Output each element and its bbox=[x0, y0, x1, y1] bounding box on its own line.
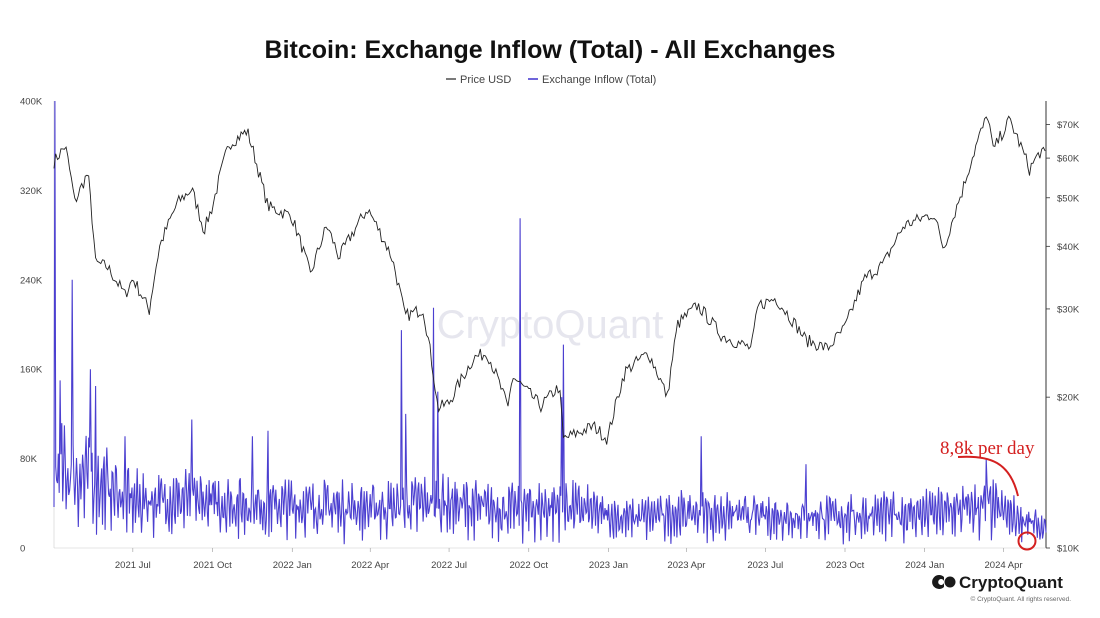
x-tick-label: 2023 Jul bbox=[747, 560, 783, 571]
annotation-circle bbox=[1017, 531, 1037, 551]
y-right-tick-label: $10K bbox=[1057, 544, 1080, 555]
y-right-tick-label: $30K bbox=[1057, 304, 1080, 315]
x-tick-label: 2021 Jul bbox=[115, 560, 151, 571]
annotation: 8,8k per day bbox=[940, 438, 1037, 551]
x-tick-label: 2023 Oct bbox=[826, 560, 865, 571]
y-right-tick-label: $70K bbox=[1057, 120, 1080, 131]
legend: Price USD Exchange Inflow (Total) bbox=[446, 74, 656, 86]
x-tick-label: 2022 Oct bbox=[509, 560, 548, 571]
watermark: CryptoQuant bbox=[437, 303, 664, 347]
series-price-usd-line[interactable] bbox=[53, 115, 1046, 445]
y-left-tick-label: 0 bbox=[20, 544, 25, 555]
x-axis: 2021 Jul 2021 Oct 2022 Jan 2022 Apr 2022 Jul… bbox=[115, 548, 1023, 571]
y-right-tick-label: $50K bbox=[1057, 193, 1080, 204]
x-tick-label: 2024 Apr bbox=[985, 560, 1023, 571]
annotation-text: 8,8k per day bbox=[940, 438, 1035, 459]
y-left-tick-label: 240K bbox=[20, 275, 43, 286]
y-axis-left: 0 80K 160K 240K 320K 400K bbox=[20, 97, 43, 555]
legend-label-inflow[interactable]: Exchange Inflow (Total) bbox=[542, 74, 656, 86]
x-tick-label: 2022 Jan bbox=[273, 560, 312, 571]
brand-logo: CryptoQuant © CryptoQuant. All rights re… bbox=[932, 573, 1071, 603]
y-right-tick-label: $20K bbox=[1057, 393, 1080, 404]
y-left-tick-label: 320K bbox=[20, 186, 43, 197]
y-left-tick-label: 400K bbox=[20, 97, 43, 108]
x-tick-label: 2023 Jan bbox=[589, 560, 628, 571]
cryptoquant-logo-icon bbox=[932, 575, 944, 589]
x-tick-label: 2023 Apr bbox=[667, 560, 705, 571]
x-tick-label: 2022 Jul bbox=[431, 560, 467, 571]
y-left-tick-label: 160K bbox=[20, 365, 43, 376]
y-left-tick-label: 80K bbox=[20, 454, 38, 465]
y-axis-right: $10K $20K $30K $40K $50K $60K $70K bbox=[1046, 120, 1080, 555]
brand-name: CryptoQuant bbox=[959, 573, 1063, 592]
x-tick-label: 2021 Oct bbox=[193, 560, 232, 571]
copyright: © CryptoQuant. All rights reserved. bbox=[970, 595, 1071, 603]
chart-title: Bitcoin: Exchange Inflow (Total) - All E… bbox=[265, 36, 836, 64]
x-tick-label: 2022 Apr bbox=[351, 560, 389, 571]
x-tick-label: 2024 Jan bbox=[905, 560, 944, 571]
series-exchange-inflow-line[interactable] bbox=[53, 100, 1047, 545]
annotation-arrow bbox=[957, 455, 1019, 497]
y-right-tick-label: $60K bbox=[1057, 154, 1080, 165]
cryptoquant-logo-dot-icon bbox=[944, 576, 956, 588]
y-right-tick-label: $40K bbox=[1057, 242, 1080, 253]
legend-label-price[interactable]: Price USD bbox=[460, 74, 511, 86]
